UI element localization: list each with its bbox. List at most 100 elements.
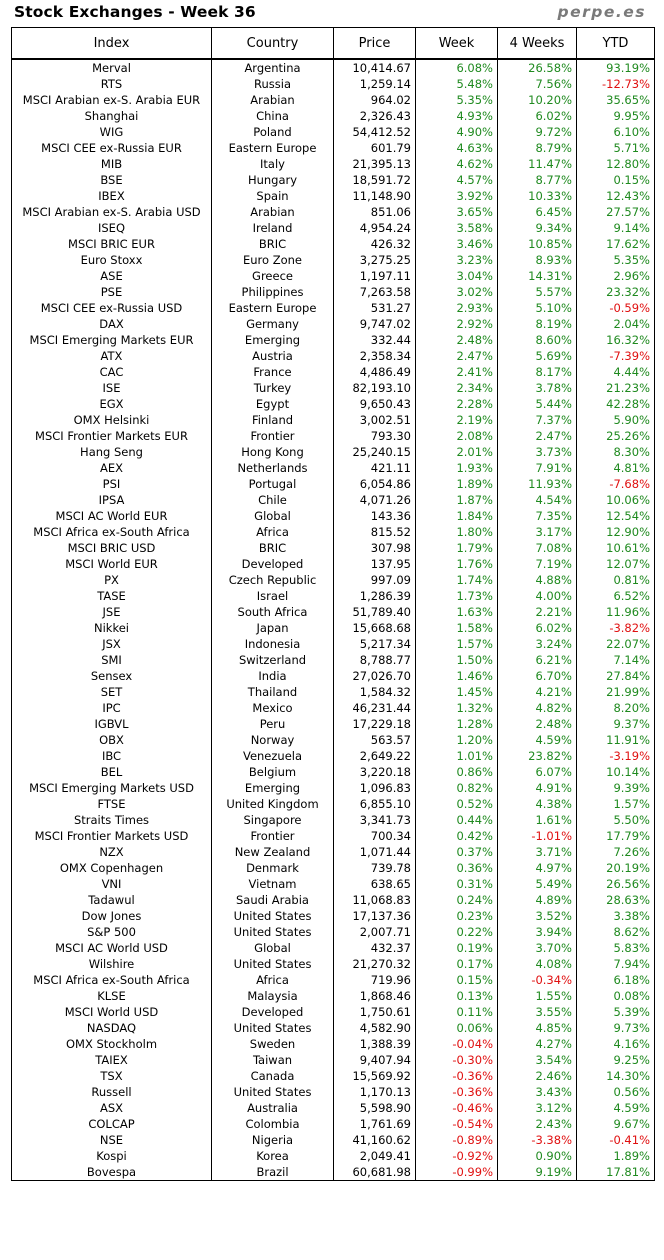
country-cell: BRIC bbox=[211, 540, 334, 556]
price-cell: 9,407.94 bbox=[333, 1052, 416, 1068]
week-change-cell: 0.36% bbox=[415, 860, 498, 876]
week-change-cell: 1.58% bbox=[415, 620, 498, 636]
price-cell: 6,855.10 bbox=[333, 796, 416, 812]
four-weeks-change-cell: 3.71% bbox=[497, 844, 577, 860]
price-cell: 5,598.90 bbox=[333, 1100, 416, 1116]
price-cell: 332.44 bbox=[333, 332, 416, 348]
table-row: Russell United States 1,170.13 -0.36% 3.43% 0… bbox=[11, 1084, 655, 1100]
price-cell: 46,231.44 bbox=[333, 700, 416, 716]
table-row: Bovespa Brazil 60,681.98 -0.99% 9.19% 17.81% bbox=[11, 1164, 655, 1181]
ytd-change-cell: 9.14% bbox=[576, 220, 655, 236]
index-cell: Euro Stoxx bbox=[11, 252, 212, 268]
week-change-cell: 5.35% bbox=[415, 92, 498, 108]
index-cell: NASDAQ bbox=[11, 1020, 212, 1036]
week-change-cell: -0.99% bbox=[415, 1164, 498, 1181]
price-cell: 9,650.43 bbox=[333, 396, 416, 412]
ytd-change-cell: 12.80% bbox=[576, 156, 655, 172]
country-cell: France bbox=[211, 364, 334, 380]
week-change-cell: 5.48% bbox=[415, 76, 498, 92]
price-cell: 21,395.13 bbox=[333, 156, 416, 172]
table-row: PSE Philippines 7,263.58 3.02% 5.57% 23.32% bbox=[11, 284, 655, 300]
table-row: CAC France 4,486.49 2.41% 8.17% 4.44% bbox=[11, 364, 655, 380]
table-row: DAX Germany 9,747.02 2.92% 8.19% 2.04% bbox=[11, 316, 655, 332]
price-cell: 719.96 bbox=[333, 972, 416, 988]
index-cell: S&P 500 bbox=[11, 924, 212, 940]
four-weeks-change-cell: 3.12% bbox=[497, 1100, 577, 1116]
index-cell: MSCI CEE ex-Russia EUR bbox=[11, 140, 212, 156]
four-weeks-change-cell: 3.55% bbox=[497, 1004, 577, 1020]
ytd-change-cell: -0.59% bbox=[576, 300, 655, 316]
index-cell: NSE bbox=[11, 1132, 212, 1148]
price-cell: 964.02 bbox=[333, 92, 416, 108]
ytd-change-cell: 5.83% bbox=[576, 940, 655, 956]
country-cell: Indonesia bbox=[211, 636, 334, 652]
index-cell: BEL bbox=[11, 764, 212, 780]
four-weeks-change-cell: 3.73% bbox=[497, 444, 577, 460]
ytd-change-cell: 9.25% bbox=[576, 1052, 655, 1068]
ytd-change-cell: -3.82% bbox=[576, 620, 655, 636]
four-weeks-change-cell: 4.89% bbox=[497, 892, 577, 908]
country-cell: Venezuela bbox=[211, 748, 334, 764]
ytd-change-cell: 4.81% bbox=[576, 460, 655, 476]
ytd-change-cell: 5.71% bbox=[576, 140, 655, 156]
week-change-cell: 1.63% bbox=[415, 604, 498, 620]
four-weeks-change-cell: 23.82% bbox=[497, 748, 577, 764]
table-row: ISEQ Ireland 4,954.24 3.58% 9.34% 9.14% bbox=[11, 220, 655, 236]
price-cell: 2,049.41 bbox=[333, 1148, 416, 1164]
ytd-change-cell: 8.62% bbox=[576, 924, 655, 940]
ytd-change-cell: 3.38% bbox=[576, 908, 655, 924]
country-cell: Arabian bbox=[211, 92, 334, 108]
ytd-change-cell: 10.61% bbox=[576, 540, 655, 556]
table-row: NSE Nigeria 41,160.62 -0.89% -3.38% -0.41% bbox=[11, 1132, 655, 1148]
index-cell: IBEX bbox=[11, 188, 212, 204]
country-cell: Mexico bbox=[211, 700, 334, 716]
price-cell: 4,582.90 bbox=[333, 1020, 416, 1036]
four-weeks-change-cell: 8.19% bbox=[497, 316, 577, 332]
ytd-change-cell: 14.30% bbox=[576, 1068, 655, 1084]
price-cell: 426.32 bbox=[333, 236, 416, 252]
index-cell: MSCI BRIC USD bbox=[11, 540, 212, 556]
country-cell: Peru bbox=[211, 716, 334, 732]
index-cell: ISE bbox=[11, 380, 212, 396]
column-header-week: Week bbox=[415, 27, 498, 60]
country-cell: BRIC bbox=[211, 236, 334, 252]
table-row: MSCI AC World EUR Global 143.36 1.84% 7.35% 1… bbox=[11, 508, 655, 524]
index-cell: TASE bbox=[11, 588, 212, 604]
index-cell: MIB bbox=[11, 156, 212, 172]
country-cell: Global bbox=[211, 508, 334, 524]
price-cell: 25,240.15 bbox=[333, 444, 416, 460]
country-cell: India bbox=[211, 668, 334, 684]
country-cell: Africa bbox=[211, 524, 334, 540]
four-weeks-change-cell: 5.10% bbox=[497, 300, 577, 316]
four-weeks-change-cell: 7.35% bbox=[497, 508, 577, 524]
week-change-cell: 1.84% bbox=[415, 508, 498, 524]
price-cell: 1,868.46 bbox=[333, 988, 416, 1004]
ytd-change-cell: 7.26% bbox=[576, 844, 655, 860]
table-row: SMI Switzerland 8,788.77 1.50% 6.21% 7.14% bbox=[11, 652, 655, 668]
ytd-change-cell: 0.15% bbox=[576, 172, 655, 188]
week-change-cell: 0.52% bbox=[415, 796, 498, 812]
table-row: MSCI World EUR Developed 137.95 1.76% 7.19% 1… bbox=[11, 556, 655, 572]
ytd-change-cell: 9.37% bbox=[576, 716, 655, 732]
week-change-cell: 4.90% bbox=[415, 124, 498, 140]
price-cell: 1,750.61 bbox=[333, 1004, 416, 1020]
four-weeks-change-cell: 1.61% bbox=[497, 812, 577, 828]
price-cell: 27,026.70 bbox=[333, 668, 416, 684]
country-cell: Developed bbox=[211, 556, 334, 572]
table-row: RTS Russia 1,259.14 5.48% 7.56% -12.73% bbox=[11, 76, 655, 92]
index-cell: WIG bbox=[11, 124, 212, 140]
four-weeks-change-cell: 4.00% bbox=[497, 588, 577, 604]
index-cell: FTSE bbox=[11, 796, 212, 812]
four-weeks-change-cell: 8.79% bbox=[497, 140, 577, 156]
price-cell: 1,071.44 bbox=[333, 844, 416, 860]
table-row: MSCI Frontier Markets EUR Frontier 793.30 2… bbox=[11, 428, 655, 444]
price-cell: 143.36 bbox=[333, 508, 416, 524]
index-cell: SET bbox=[11, 684, 212, 700]
price-cell: 51,789.40 bbox=[333, 604, 416, 620]
country-cell: Belgium bbox=[211, 764, 334, 780]
four-weeks-change-cell: 6.02% bbox=[497, 108, 577, 124]
price-cell: 4,486.49 bbox=[333, 364, 416, 380]
index-cell: MSCI AC World EUR bbox=[11, 508, 212, 524]
week-change-cell: 1.87% bbox=[415, 492, 498, 508]
index-cell: PSE bbox=[11, 284, 212, 300]
